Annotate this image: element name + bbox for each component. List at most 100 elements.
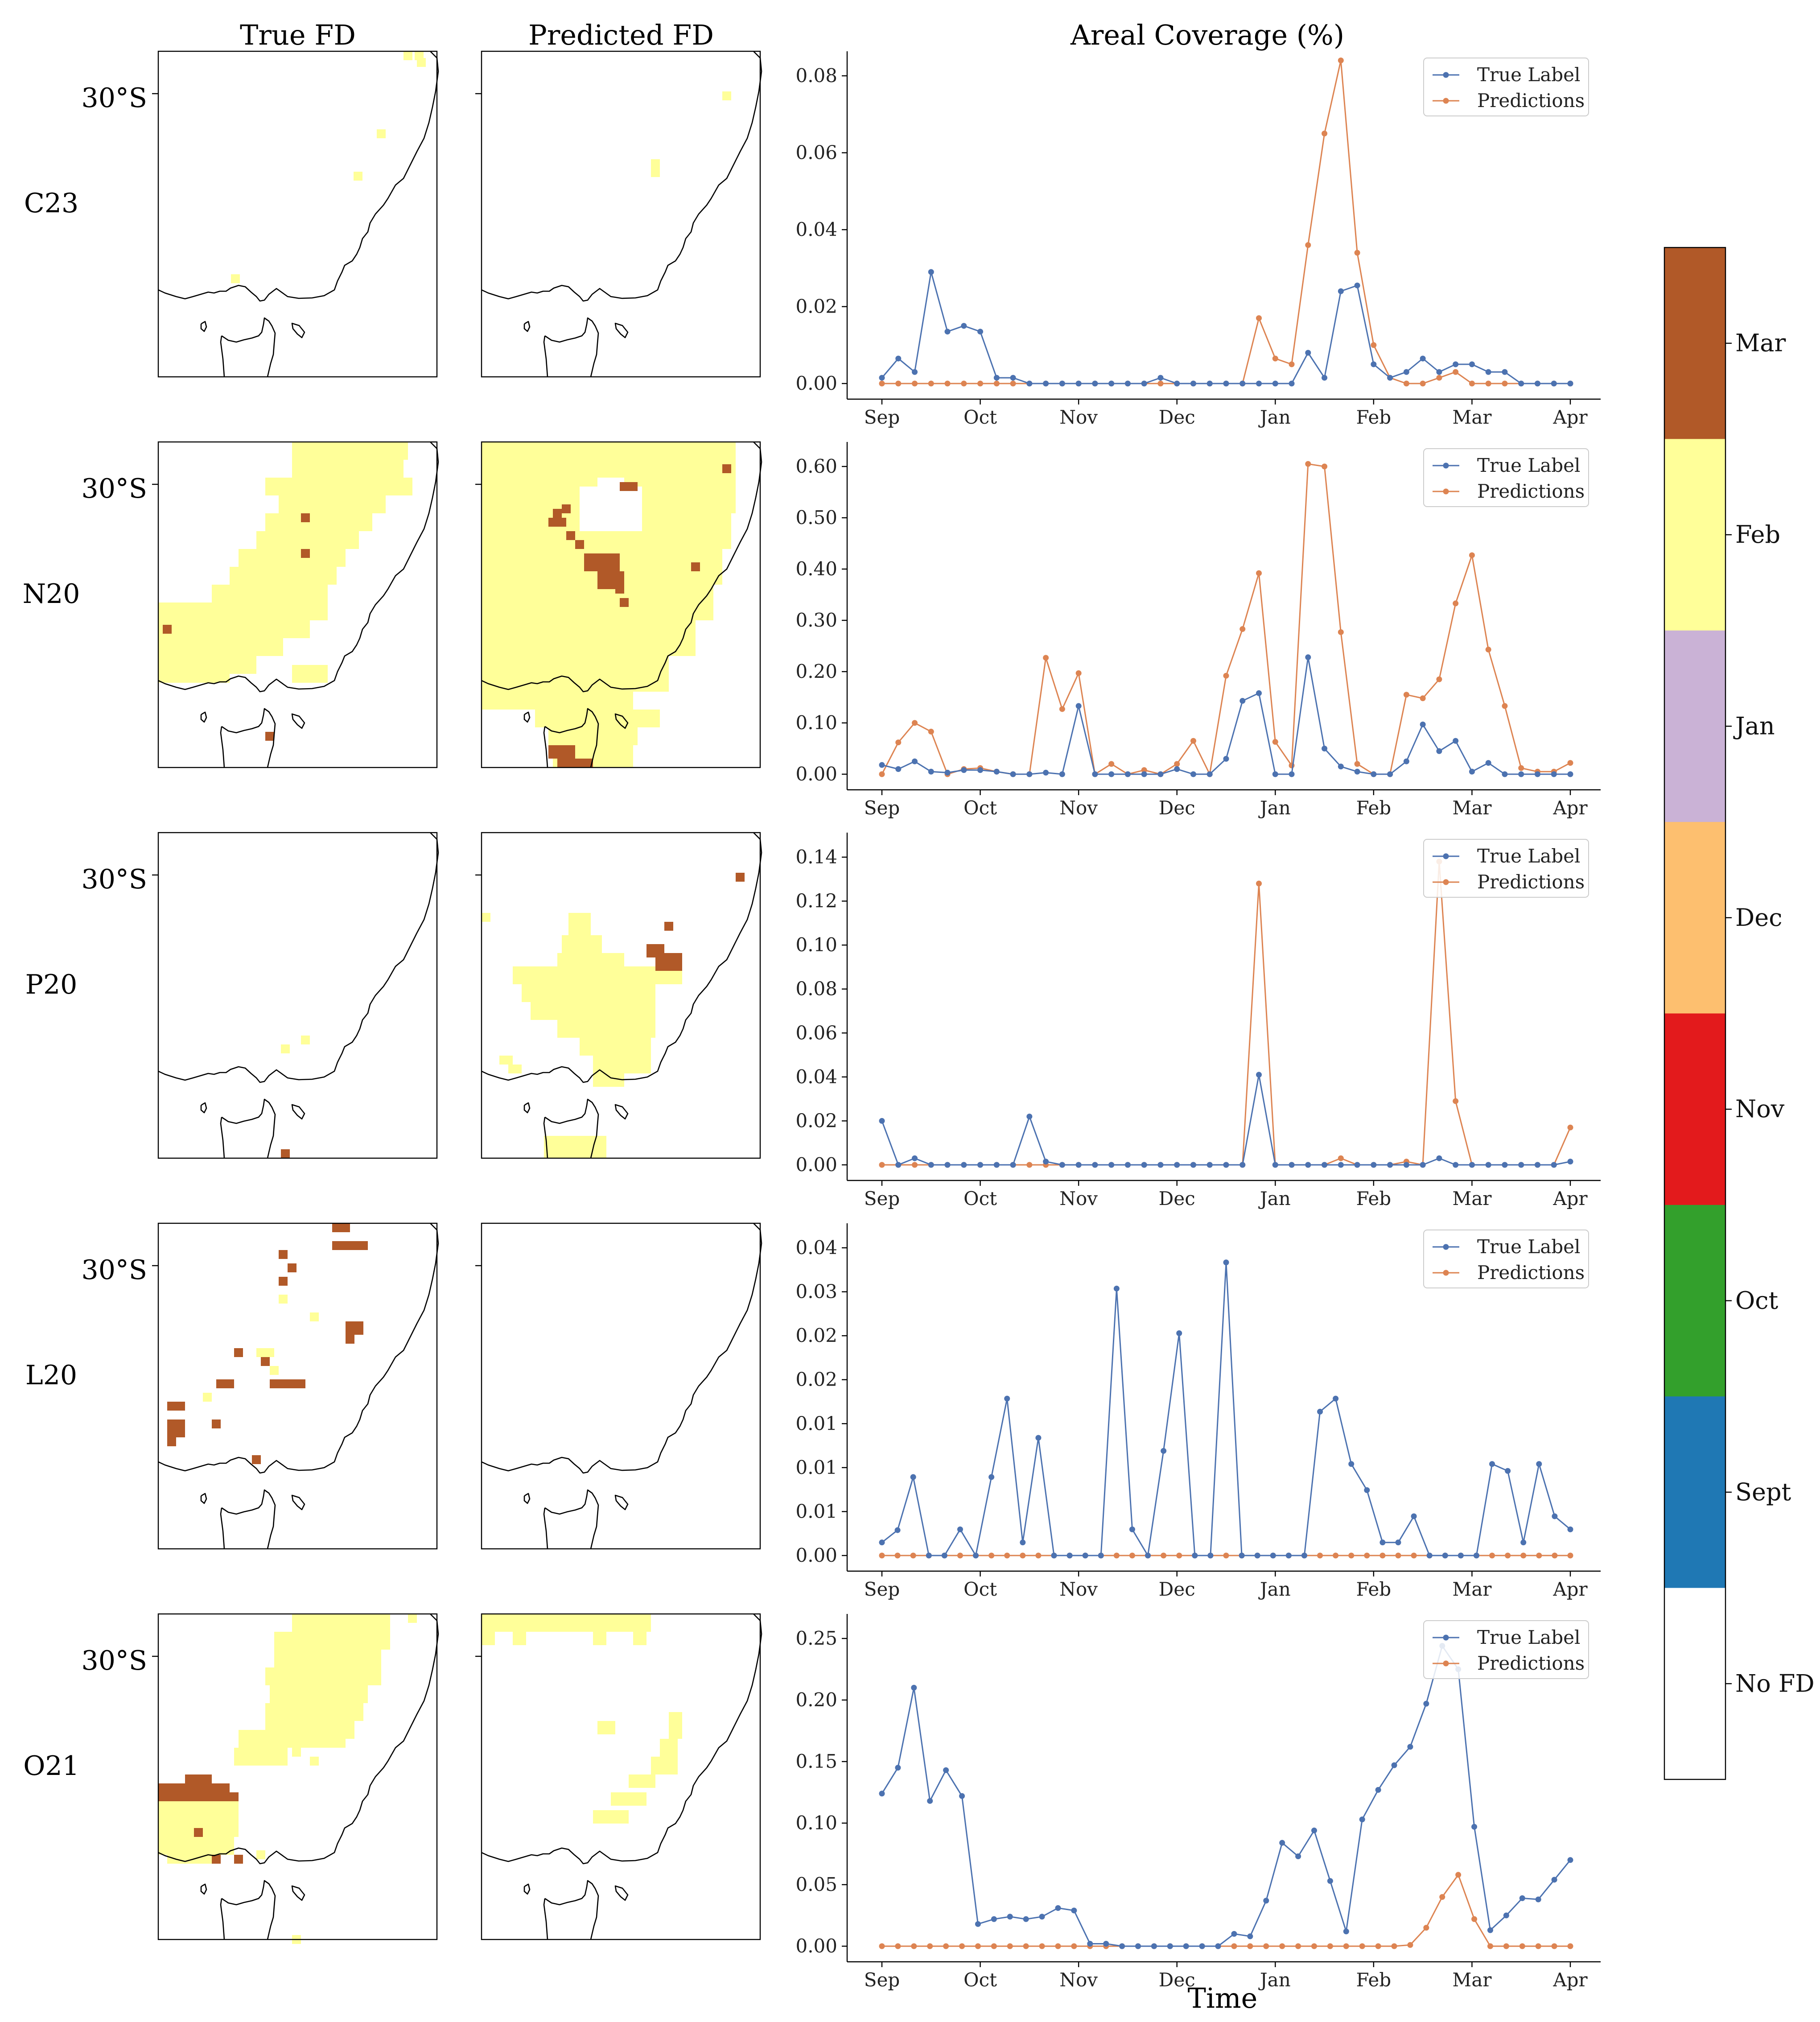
data-point [895, 1765, 901, 1771]
data-point [1055, 1905, 1061, 1911]
y-tick-label: 0.02 [795, 1325, 837, 1346]
flinders-island [291, 1494, 305, 1510]
data-point [1518, 380, 1524, 387]
x-tick-label: Dec [1159, 406, 1195, 428]
data-point [1190, 380, 1196, 387]
data-point [1489, 1461, 1495, 1467]
fd-cell [593, 1073, 624, 1087]
fd-cell [571, 1614, 615, 1623]
y-tick-label: 0.02 [795, 1369, 837, 1391]
data-point [1453, 1098, 1459, 1104]
data-point [895, 766, 902, 772]
data-point [1043, 770, 1049, 776]
row-label: L20 [25, 1360, 77, 1391]
fd-cell [301, 513, 310, 522]
x-tick-label: Sep [864, 406, 900, 428]
data-point [1141, 380, 1147, 387]
data-point [895, 380, 902, 387]
coastline [158, 1613, 439, 1865]
data-point [1007, 1943, 1013, 1949]
tasmania-coastline [544, 1880, 599, 1940]
data-point [1420, 1162, 1426, 1168]
fd-cell [279, 1277, 288, 1286]
x-tick-label: Nov [1059, 406, 1098, 428]
data-point [1075, 1162, 1082, 1168]
map-frame [481, 1613, 761, 1940]
y-tick-label: 0.12 [795, 890, 837, 912]
y-tick-label: 0.14 [795, 846, 837, 868]
data-point [1518, 771, 1524, 777]
data-point [1420, 695, 1426, 702]
legend-box [1423, 448, 1589, 507]
legend-label: True Label [1477, 64, 1580, 86]
data-point [926, 1552, 932, 1559]
fd-cell [548, 727, 638, 745]
tasmania-west-coastline [543, 1898, 548, 1940]
data-point [1108, 771, 1115, 777]
legend-marker [1443, 1270, 1449, 1276]
fd-cell [557, 1020, 655, 1038]
fd-cell [314, 460, 404, 478]
fd-cell [265, 732, 274, 741]
data-point [1092, 771, 1098, 777]
data-point [1343, 1943, 1349, 1949]
y-tick-label: 0.10 [795, 934, 837, 956]
data-point [1453, 369, 1459, 375]
fd-cell [212, 1420, 221, 1428]
row-label: N20 [23, 578, 80, 610]
data-point [1023, 1943, 1029, 1949]
y-tick-label: 0.01 [795, 1500, 837, 1522]
data-point [1485, 380, 1491, 387]
data-point [1439, 1894, 1445, 1900]
coastline [481, 51, 762, 302]
data-point [927, 1943, 933, 1949]
series-line [881, 1644, 1571, 1947]
data-point [1505, 1552, 1511, 1559]
legend-marker [1443, 879, 1449, 885]
fd-cell [669, 1712, 682, 1739]
data-point [959, 1793, 965, 1799]
data-point [1206, 380, 1213, 387]
fd-cell [234, 1855, 243, 1864]
fd-cell [593, 1056, 651, 1073]
data-point [1489, 1552, 1495, 1559]
data-point [1020, 1539, 1026, 1546]
king-island [523, 1493, 531, 1504]
x-tick-label: Oct [964, 1969, 997, 1991]
data-point [1272, 771, 1278, 777]
x-tick-label: Dec [1159, 797, 1195, 819]
data-point [1223, 1162, 1229, 1168]
data-point [1295, 1943, 1301, 1949]
fd-cell [256, 1850, 265, 1859]
fd-cell [163, 625, 172, 634]
data-point [1075, 670, 1082, 676]
legend-marker [1443, 98, 1449, 104]
data-point [1157, 375, 1164, 381]
x-tick-label: Mar [1452, 1188, 1492, 1209]
data-point [1206, 1162, 1213, 1168]
data-point [1375, 1943, 1381, 1949]
x-tick-label: Apr [1552, 1578, 1588, 1600]
tasmania-west-coastline [220, 726, 225, 768]
fd-cell [620, 482, 629, 491]
series-line [881, 1074, 1571, 1166]
data-point [1311, 1943, 1317, 1949]
y-tick-label: 0.30 [795, 609, 837, 631]
legend-box [1423, 1620, 1589, 1679]
data-point [1157, 380, 1164, 387]
fd-cell [319, 495, 386, 513]
true-fd-map [152, 832, 439, 1159]
fd-cell [562, 935, 602, 953]
data-point [1098, 1552, 1104, 1559]
data-point [1124, 771, 1131, 777]
data-point [879, 1539, 885, 1546]
fd-cell [557, 759, 593, 768]
data-point [1055, 1943, 1061, 1949]
fd-cell [301, 549, 310, 558]
data-point [1285, 1552, 1292, 1559]
series-line [881, 272, 1570, 384]
data-point [1536, 1461, 1542, 1467]
fd-cell [279, 1295, 288, 1304]
fd-cell [265, 1667, 381, 1685]
data-point [879, 380, 885, 387]
